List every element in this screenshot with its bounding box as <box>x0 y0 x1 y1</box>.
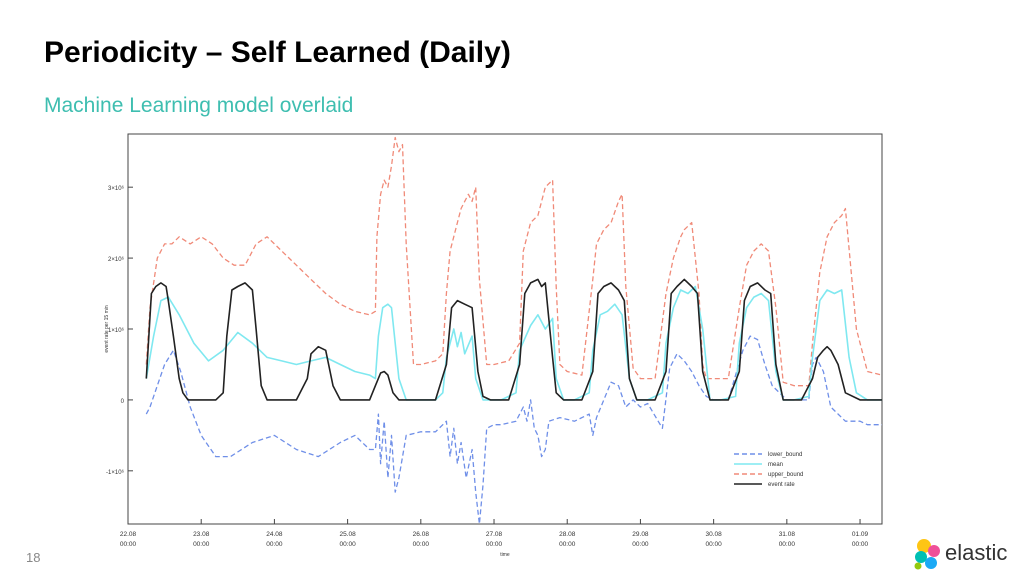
x-tick-label: 25.08 <box>339 531 356 538</box>
series-line-event-rate <box>145 278 882 401</box>
page-number: 18 <box>26 550 41 565</box>
series-line-upper-bound <box>145 136 883 387</box>
y-tick-label: 0 <box>121 399 125 405</box>
x-tick-sublabel: 00:00 <box>193 541 210 548</box>
x-tick-sublabel: 00:00 <box>559 541 576 548</box>
legend-label-event-rate: event rate <box>768 482 795 488</box>
y-tick-label: -1×10⁶ <box>106 469 125 476</box>
series-line-mean <box>145 285 882 401</box>
y-tick-label: 2×10⁶ <box>108 256 125 263</box>
elastic-logo: elastic <box>913 536 1013 572</box>
x-tick-label: 31.08 <box>779 531 796 538</box>
x-tick-sublabel: 00:00 <box>120 541 137 548</box>
elastic-logo-icon <box>914 539 940 570</box>
x-tick-label: 28.08 <box>559 531 576 538</box>
x-tick-sublabel: 00:00 <box>705 541 722 548</box>
x-tick-label: 24.08 <box>266 531 283 538</box>
x-tick-sublabel: 00:00 <box>632 541 649 548</box>
x-tick-label: 26.08 <box>413 531 430 538</box>
legend-label-lower-bound: lower_bound <box>768 452 802 458</box>
chart: 3×10⁶ 2×10⁶ 1×10⁶ 0 -1×10⁶ 22.08 00:00 23.08 00:… <box>96 128 888 560</box>
x-tick-sublabel: 00:00 <box>266 541 283 548</box>
y-tick-label: 1×10⁶ <box>108 327 125 334</box>
x-tick-label: 30.08 <box>705 531 722 538</box>
x-tick-sublabel: 00:00 <box>339 541 356 548</box>
slide-subtitle: Machine Learning model overlaid <box>44 94 354 117</box>
x-tick-label: 01.09 <box>852 531 869 538</box>
elastic-logo-text: elastic <box>945 540 1008 565</box>
slide-title: Periodicity – Self Learned (Daily) <box>44 36 511 69</box>
x-tick-label: 23.08 <box>193 531 210 538</box>
legend-label-mean: mean <box>768 462 783 468</box>
x-tick-sublabel: 00:00 <box>779 541 796 548</box>
x-tick-sublabel: 00:00 <box>852 541 869 548</box>
x-tick-label: 22.08 <box>120 531 137 538</box>
x-tick-sublabel: 00:00 <box>486 541 503 548</box>
x-tick-label: 27.08 <box>486 531 503 538</box>
legend-label-upper-bound: upper_bound <box>768 472 803 478</box>
y-tick-label: 3×10⁶ <box>108 185 125 192</box>
x-tick-label: 29.08 <box>632 531 649 538</box>
chart-svg: 3×10⁶ 2×10⁶ 1×10⁶ 0 -1×10⁶ 22.08 00:00 23.08 00:… <box>104 133 883 558</box>
y-axis-label: event rate per 15 min <box>104 305 110 352</box>
x-tick-sublabel: 00:00 <box>413 541 430 548</box>
plot-frame <box>127 133 883 525</box>
x-axis-label: time <box>500 552 510 558</box>
series-line-lower-bound <box>145 335 882 525</box>
